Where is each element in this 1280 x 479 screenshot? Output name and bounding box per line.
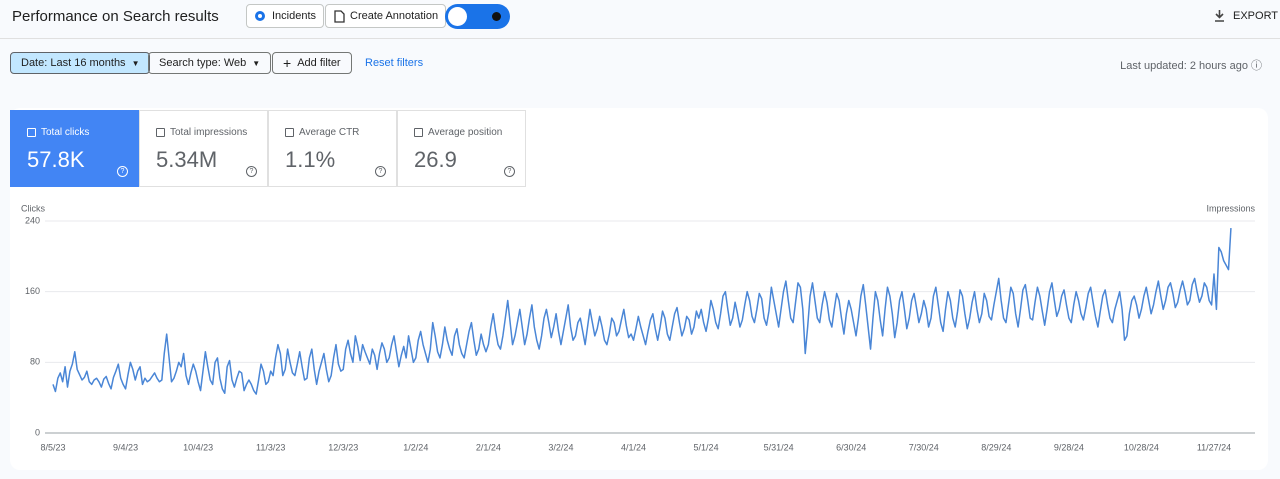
export-button[interactable]: EXPORT	[1214, 10, 1278, 22]
metric-label: Total clicks	[41, 127, 90, 138]
metric-card[interactable]: Total impressions 5.34M?	[139, 110, 268, 187]
label: Last updated: 2 hours ago	[1120, 60, 1248, 72]
label: Date: Last 16 months	[21, 57, 126, 69]
x-tick-label: 5/31/24	[764, 442, 794, 452]
x-tick-label: 3/2/24	[548, 442, 573, 452]
x-tick-label: 7/30/24	[909, 442, 939, 452]
x-tick-label: 11/27/24	[1197, 442, 1231, 452]
x-tick-label: 1/2/24	[403, 442, 428, 452]
clicks-line	[52, 228, 1232, 395]
metric-label: Average CTR	[299, 127, 360, 138]
x-tick-label: 9/4/23	[113, 442, 138, 452]
metric-label: Total impressions	[170, 127, 248, 138]
label: Search type: Web	[159, 57, 247, 69]
metric-label: Average position	[428, 127, 503, 138]
metric-value: 5.34M	[156, 147, 218, 172]
label: Incidents	[272, 10, 317, 22]
chart: Clicks Impressions 0 80 160 240 8/5/23 9/4/23 10…	[21, 203, 1256, 452]
metric-card[interactable]: Total clicks 57.8K?	[10, 110, 139, 187]
y2-axis-title: Impressions	[1206, 203, 1255, 213]
x-tick-label: 10/4/23	[183, 442, 213, 452]
icon	[334, 9, 345, 23]
x-tick-label: 6/30/24	[836, 442, 866, 452]
page-title: Performance on Search results	[12, 8, 219, 25]
y-tick-label: 240	[25, 215, 40, 225]
y-tick-label: 160	[25, 286, 40, 296]
search-type-filter[interactable]: Search type: Web ▼	[148, 52, 272, 74]
label: EXPORT	[1233, 10, 1279, 22]
label: Add filter	[297, 57, 341, 69]
annotation-button[interactable]: Create Annotation	[325, 4, 447, 28]
x-tick-label: 5/1/24	[694, 442, 719, 452]
metric-value: 57.8K	[27, 147, 85, 172]
metric-label-wrap: Total impressions	[156, 127, 247, 138]
x-tick-label: 12/3/23	[328, 442, 358, 452]
x-tick-label: 8/5/23	[40, 442, 65, 452]
x-tick-label: 11/3/23	[256, 442, 285, 452]
y-axis-title: Clicks	[21, 203, 45, 213]
icon	[255, 10, 265, 21]
last-updated: Last updated: 2 hours ago ⓘ	[1120, 60, 1262, 72]
y-tick-label: 80	[30, 357, 40, 367]
top-bar	[0, 0, 1280, 39]
x-tick-label: 4/1/24	[621, 442, 646, 452]
metric-value: 1.1%	[285, 147, 336, 172]
metric-label-wrap: Total clicks	[27, 127, 89, 138]
metric-label-wrap: Average position	[414, 127, 502, 138]
add-filter[interactable]: + Add filter	[272, 52, 352, 74]
metric-card[interactable]: Average position 26.9?	[397, 110, 526, 187]
x-tick-label: 8/29/24	[981, 442, 1011, 452]
icon	[1215, 10, 1224, 22]
y-tick-label: 0	[35, 427, 40, 437]
label: Create Annotation	[350, 10, 439, 22]
x-tick-label: 9/28/24	[1054, 442, 1084, 452]
x-tick-label: 2/1/24	[476, 442, 501, 452]
incidents-button[interactable]: Incidents	[246, 4, 325, 28]
metric-card[interactable]: Average CTR 1.1%?	[268, 110, 397, 187]
theme-toggle[interactable]	[445, 4, 510, 29]
reset-filters[interactable]: Reset filters	[365, 57, 424, 69]
x-tick-label: 10/28/24	[1124, 442, 1159, 452]
metric-value: 26.9	[414, 147, 457, 172]
metric-label-wrap: Average CTR	[285, 127, 359, 138]
date-filter[interactable]: Date: Last 16 months ▼	[10, 52, 151, 74]
